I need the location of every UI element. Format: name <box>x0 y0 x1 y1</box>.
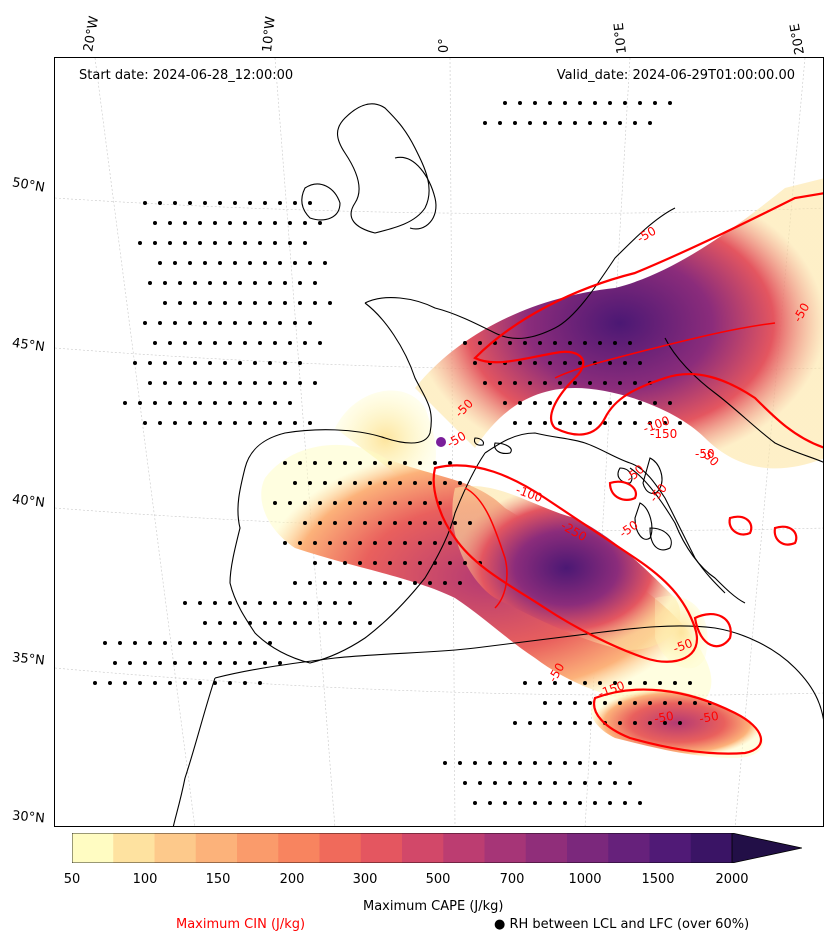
colorbar-svg <box>71 832 803 864</box>
rh-legend-marker-icon: ● <box>494 917 506 932</box>
map-area[interactable]: -50 -50 -50 -150 -50 -100 -50 -250 -50 -… <box>54 57 824 827</box>
colorbar-tick: 300 <box>352 872 378 887</box>
valid-date-label: Valid_date: 2024-06-29T01:00:00.00 <box>556 68 795 83</box>
start-date-label: Start date: 2024-06-28_12:00:00 <box>79 68 294 83</box>
rh-dots <box>93 101 712 805</box>
cape-peak-marker <box>436 437 446 447</box>
colorbar-tick: 100 <box>132 872 158 887</box>
latitude-label-45n: 45°N <box>11 335 46 356</box>
map-canvas: -50 -50 -50 -150 -50 -100 -50 -250 -50 -… <box>55 58 823 826</box>
latitude-label-35n: 35°N <box>11 650 46 669</box>
contour-label: -50 <box>698 709 720 726</box>
cape-shading <box>261 178 823 758</box>
colorbar-tick: 200 <box>279 872 305 887</box>
colorbar-tick: 150 <box>205 872 231 887</box>
colorbar-extend-arrow <box>732 833 802 863</box>
coastlines <box>172 103 823 826</box>
rh-legend: ● RH between LCL and LFC (over 60%) <box>494 917 749 932</box>
longitude-label-10w: 10°W <box>260 15 279 54</box>
colorbar-tick: 500 <box>425 872 451 887</box>
colorbar-segment <box>360 833 403 863</box>
cin-contours <box>432 192 823 755</box>
colorbar-tick: 1000 <box>568 872 602 887</box>
contour-label: -150 <box>650 427 677 441</box>
longitude-label-20e: 20°E <box>787 22 808 56</box>
colorbar-segment <box>72 833 114 863</box>
colorbar-segment <box>525 833 568 863</box>
latitude-label-50n: 50°N <box>10 175 46 196</box>
contour-label: -50 <box>635 224 659 246</box>
longitude-label-10e: 10°E <box>611 21 630 55</box>
colorbar-segment <box>278 833 321 863</box>
colorbar-tick: 1500 <box>641 872 675 887</box>
colorbar-segment <box>319 833 362 863</box>
rh-legend-label: RH between LCL and LFC (over 60%) <box>509 917 750 932</box>
latitude-label-30n: 30°N <box>11 808 46 827</box>
colorbar-tick: 50 <box>63 872 81 887</box>
longitude-label-20w: 20°W <box>81 15 103 54</box>
contour-label: -50 <box>617 518 641 541</box>
latitude-label-40n: 40°N <box>11 492 46 511</box>
colorbar-segment <box>237 833 279 863</box>
contour-label: -50 <box>671 636 694 656</box>
colorbar-segment <box>154 833 197 863</box>
colorbar-segment <box>484 833 527 863</box>
colorbar <box>71 832 803 864</box>
colorbar-segments <box>72 833 733 863</box>
longitude-label-0: 0° <box>437 38 452 53</box>
colorbar-segment <box>567 833 609 863</box>
colorbar-segment <box>649 833 692 863</box>
contour-label: -50 <box>695 447 715 461</box>
colorbar-tick: 700 <box>499 872 525 887</box>
colorbar-segment <box>608 833 651 863</box>
colorbar-segment <box>113 833 156 863</box>
cin-legend-label: Maximum CIN (J/kg) <box>176 917 306 932</box>
colorbar-segment <box>402 833 444 863</box>
colorbar-title: Maximum CAPE (J/kg) <box>363 899 504 914</box>
colorbar-tick: 2000 <box>715 872 749 887</box>
colorbar-segment <box>443 833 486 863</box>
contour-label: -50 <box>653 709 675 726</box>
colorbar-segment <box>690 833 733 863</box>
colorbar-segment <box>195 833 238 863</box>
